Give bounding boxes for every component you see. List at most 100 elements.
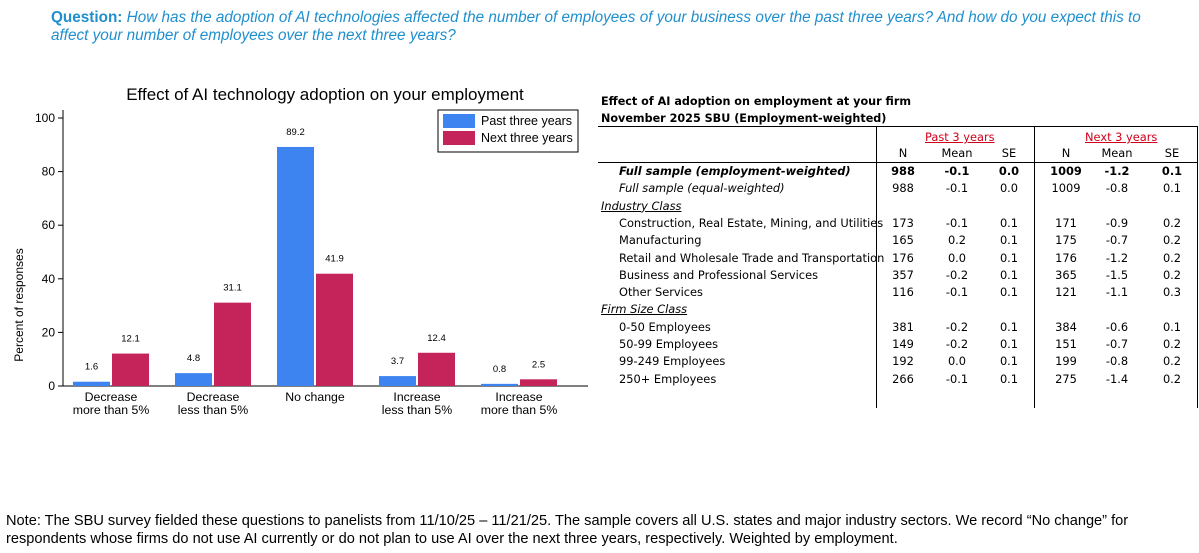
bar-next xyxy=(316,273,353,386)
table-cell: 0.3 xyxy=(1162,285,1182,300)
table-cell: 0.1 xyxy=(999,371,1019,386)
table-cell: -0.9 xyxy=(1105,215,1129,230)
table-col-header: SE xyxy=(1001,146,1017,160)
table-cell: 381 xyxy=(892,319,914,334)
x-tick-label: more than 5% xyxy=(481,403,558,417)
y-tick-label: 100 xyxy=(35,111,55,125)
table-col-header: N xyxy=(898,146,908,160)
bar-value-label: 41.9 xyxy=(325,254,344,265)
question-text: Question: How has the adoption of AI tec… xyxy=(51,9,1171,45)
table-cell: -0.1 xyxy=(945,215,969,230)
table-cell: -0.6 xyxy=(1105,319,1129,334)
table-cell: 0.1 xyxy=(999,215,1019,230)
y-tick-label: 80 xyxy=(42,165,56,179)
table-cell: 151 xyxy=(1055,337,1077,351)
legend-swatch-next xyxy=(443,131,475,145)
bar-next xyxy=(112,353,149,386)
bar-value-label: 2.5 xyxy=(532,359,545,370)
table-cell: -0.2 xyxy=(945,337,969,351)
table-cell: -0.1 xyxy=(944,164,970,178)
table-cell: 384 xyxy=(1055,319,1077,334)
legend-swatch-past xyxy=(443,114,475,128)
table-cell: 116 xyxy=(892,285,914,300)
table-col-header: N xyxy=(1061,146,1071,160)
x-tick-label: less than 5% xyxy=(178,403,248,417)
table-cell: -0.7 xyxy=(1105,337,1129,351)
table-cell: 175 xyxy=(1055,233,1077,248)
table-cell: 0.1 xyxy=(999,285,1019,300)
bar-past xyxy=(73,381,110,386)
table-row-label: Full sample (employment-weighted) xyxy=(619,164,851,178)
table-cell: 149 xyxy=(892,337,914,351)
table-cell: 0.0 xyxy=(999,181,1019,196)
y-tick-label: 40 xyxy=(42,272,56,286)
table-cell: 0.2 xyxy=(1162,233,1182,248)
table-cell: 173 xyxy=(892,215,914,230)
table-cell: -0.2 xyxy=(945,319,969,334)
table-cell: -0.1 xyxy=(945,181,969,196)
bar-next xyxy=(214,302,251,386)
table-cell: 0.2 xyxy=(1162,250,1182,265)
x-tick-label: Decrease xyxy=(85,390,138,404)
table-subtitle: November 2025 SBU (Employment-weighted) xyxy=(601,112,887,125)
table-cell: 365 xyxy=(1055,267,1077,282)
table-cell: 0.2 xyxy=(1162,354,1182,369)
table-cell: 0.1 xyxy=(999,337,1019,351)
table-cell: 0.1 xyxy=(999,267,1019,282)
legend-label-next: Next three years xyxy=(481,131,573,145)
bar-past xyxy=(481,383,518,386)
y-tick-label: 0 xyxy=(48,379,55,393)
table-divider-mid xyxy=(1034,126,1035,408)
table-cell: 0.2 xyxy=(1162,215,1182,230)
table-cell: 988 xyxy=(892,181,914,196)
table-cell: 165 xyxy=(892,233,914,248)
table-cell: 0.1 xyxy=(999,319,1019,334)
table-row-label: Full sample (equal-weighted) xyxy=(619,181,785,196)
table-cell: -0.8 xyxy=(1105,181,1129,196)
chart-title: Effect of AI technology adoption on your… xyxy=(126,85,524,104)
table-row-label: Business and Professional Services xyxy=(619,267,819,282)
question-label: Question: xyxy=(51,9,123,26)
table-cell: 0.0 xyxy=(947,250,967,265)
table-cell: -1.1 xyxy=(1105,285,1129,300)
table-divider-right xyxy=(1197,126,1198,408)
bar-value-label: 31.1 xyxy=(223,283,242,294)
table-cell: 988 xyxy=(891,164,915,178)
bar-value-label: 1.6 xyxy=(85,362,98,373)
bar-value-label: 89.2 xyxy=(286,127,305,138)
group-header-past: Past 3 years xyxy=(925,130,995,144)
table-cell: 192 xyxy=(892,354,914,369)
table-cell: -0.2 xyxy=(945,267,969,282)
y-tick-label: 60 xyxy=(42,218,56,232)
chart-legend: Past three years Next three years xyxy=(437,109,579,153)
group-header-next: Next 3 years xyxy=(1085,130,1158,144)
table-cell: 171 xyxy=(1055,215,1077,230)
table-row-label: 99-249 Employees xyxy=(619,354,726,369)
table-cell: 0.2 xyxy=(1162,371,1182,386)
table-cell: -1.2 xyxy=(1105,250,1129,265)
table-cell: -1.5 xyxy=(1105,267,1129,282)
table-row-label: 0-50 Employees xyxy=(619,319,711,334)
x-tick-label: Increase xyxy=(495,390,542,404)
table-cell: 0.1 xyxy=(1161,164,1183,178)
table-cell: 275 xyxy=(1055,371,1077,386)
table-cell: 0.1 xyxy=(1162,319,1182,334)
bar-value-label: 12.4 xyxy=(427,333,446,344)
table-col-header: Mean xyxy=(1101,146,1133,160)
footnote: Note: The SBU survey fielded these quest… xyxy=(6,513,1129,547)
table-cell: 176 xyxy=(1055,250,1077,265)
bar-past xyxy=(175,373,212,386)
table-cell: 0.0 xyxy=(998,164,1020,178)
table-cell: -0.7 xyxy=(1105,233,1129,248)
table-cell: -0.8 xyxy=(1105,354,1129,369)
table-cell: -1.4 xyxy=(1105,371,1129,386)
bar-next xyxy=(418,352,455,386)
bar-past xyxy=(379,376,416,386)
table-cell: -0.1 xyxy=(945,285,969,300)
legend-label-past: Past three years xyxy=(481,114,572,128)
table-title: Effect of AI adoption on employment at y… xyxy=(601,95,911,108)
table-cell: -1.2 xyxy=(1104,164,1130,178)
bar-next xyxy=(520,379,557,386)
table-row-label: Firm Size Class xyxy=(601,302,688,317)
table-divider-left xyxy=(876,126,877,408)
